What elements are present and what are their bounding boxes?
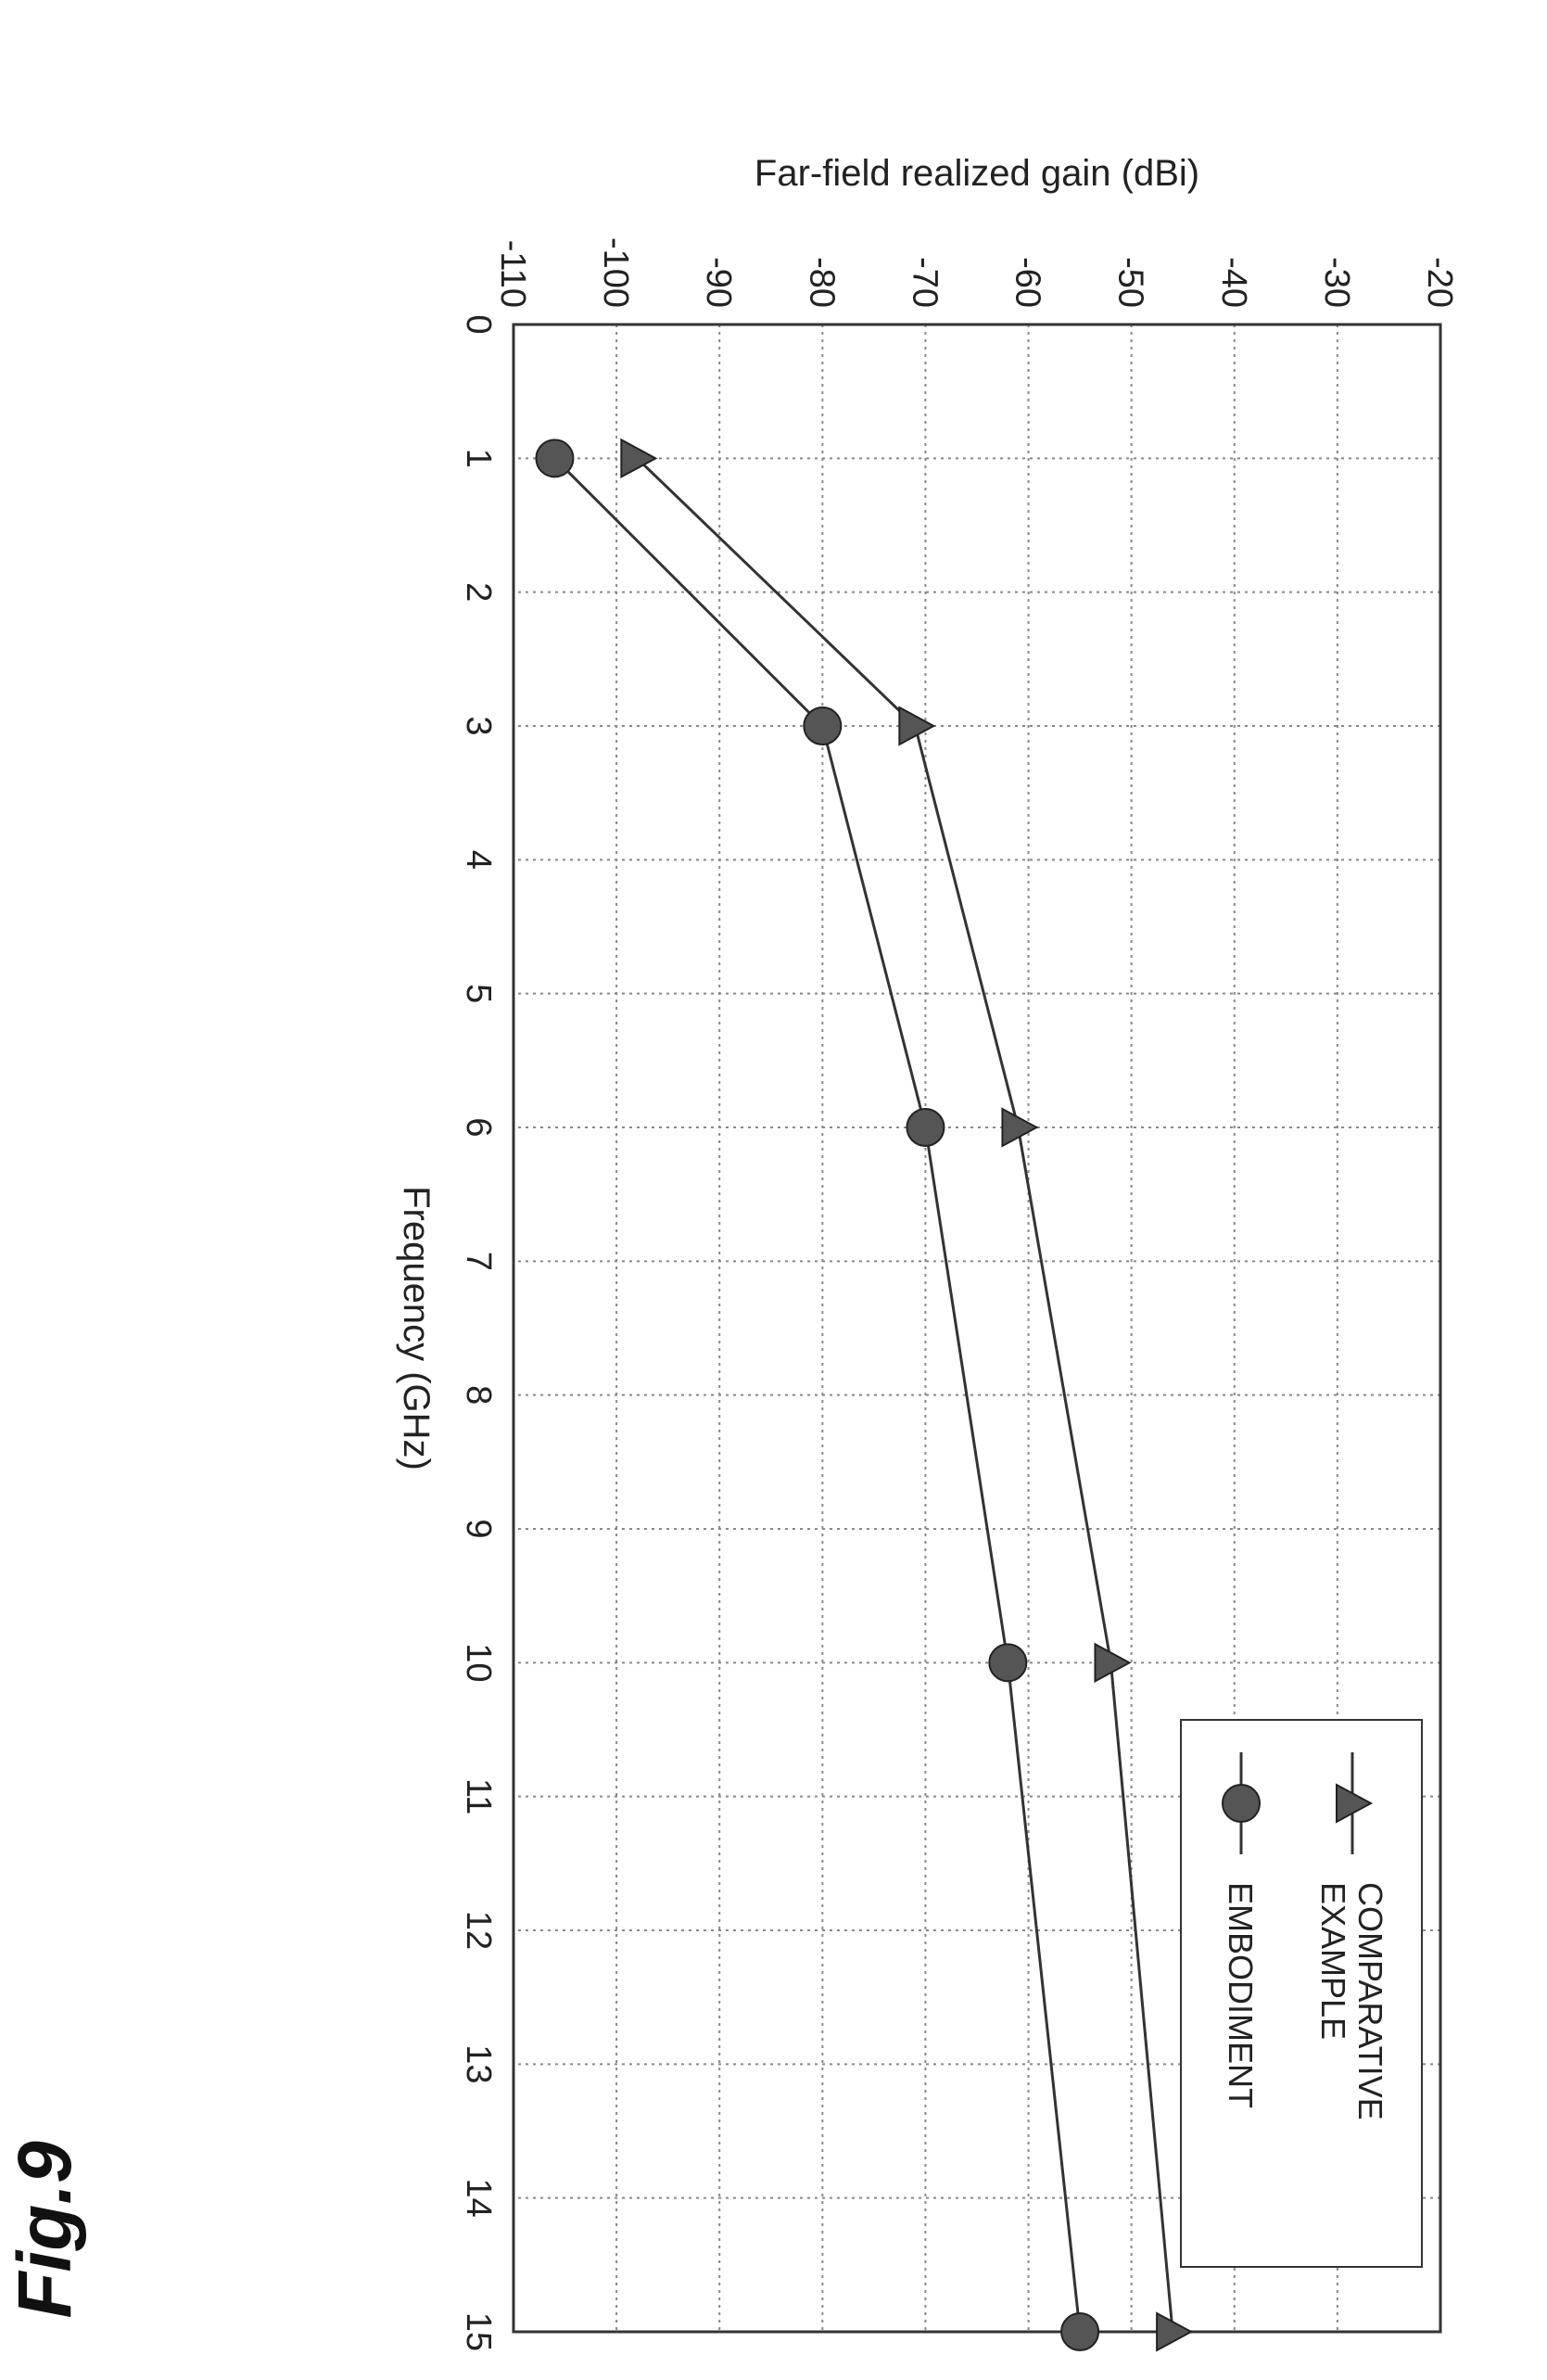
data-point [1094, 1642, 1132, 1684]
y-tick-label: -50 [1111, 257, 1150, 308]
x-tick-label: 12 [459, 1911, 498, 1950]
legend-box [1180, 1719, 1423, 2268]
data-point [898, 706, 936, 746]
x-tick-label: 1 [459, 449, 498, 468]
y-tick-label: -30 [1317, 257, 1356, 308]
data-point [803, 706, 843, 745]
x-tick-label: 2 [459, 582, 498, 602]
x-axis-title: Frequency (GHz) [396, 1186, 437, 1470]
series-group [535, 438, 1194, 2352]
legend-label: COMPARATIVE [1351, 1882, 1389, 2120]
x-tick-label: 9 [459, 1519, 498, 1538]
y-tick-label: -70 [905, 257, 944, 308]
data-point [535, 439, 575, 478]
y-tick-label: -40 [1214, 257, 1253, 308]
x-tick-label: 13 [459, 2044, 498, 2083]
x-tick-label: 10 [459, 1643, 498, 1682]
data-point [620, 438, 658, 479]
data-point [1156, 2311, 1194, 2352]
data-point [988, 1643, 1028, 1683]
y-tick-label: -100 [596, 237, 635, 308]
x-tick-label: 7 [459, 1252, 498, 1271]
y-tick-label: -80 [802, 257, 841, 308]
data-point [906, 1108, 945, 1147]
x-tick-label: 6 [459, 1117, 498, 1137]
x-tick-label: 3 [459, 716, 498, 735]
legend-marker [1336, 1783, 1374, 1824]
data-point [1001, 1107, 1039, 1148]
legend-marker [1222, 1784, 1261, 1823]
x-tick-label: 5 [459, 984, 498, 1003]
y-tick-label: -20 [1420, 257, 1459, 308]
plot-frame [512, 323, 1442, 2334]
x-tick-label: 0 [459, 314, 498, 334]
x-tick-label: 11 [459, 1778, 498, 1814]
y-tick-label: -60 [1008, 257, 1047, 308]
legend-label: EXAMPLE [1314, 1882, 1352, 2040]
series-circle [535, 439, 1100, 2351]
x-tick-label: 14 [459, 2179, 498, 2218]
x-tick-label: 8 [459, 1385, 498, 1405]
series-triangle [620, 438, 1194, 2352]
y-axis-title: Far-field realized gain (dBi) [754, 153, 1199, 194]
x-tick-label: 15 [459, 2312, 498, 2351]
y-tick-label: -110 [493, 240, 532, 308]
x-tick-label: 4 [459, 850, 498, 870]
data-point [1060, 2312, 1100, 2351]
legend-label: EMBODIMENT [1222, 1882, 1260, 2108]
y-tick-labels: -110 -100 -90 -80 -70 -60 -50 -40 -30 -20 [493, 237, 1459, 308]
figure-label: Fig.9 [3, 2141, 87, 2319]
y-tick-label: -90 [699, 257, 738, 308]
